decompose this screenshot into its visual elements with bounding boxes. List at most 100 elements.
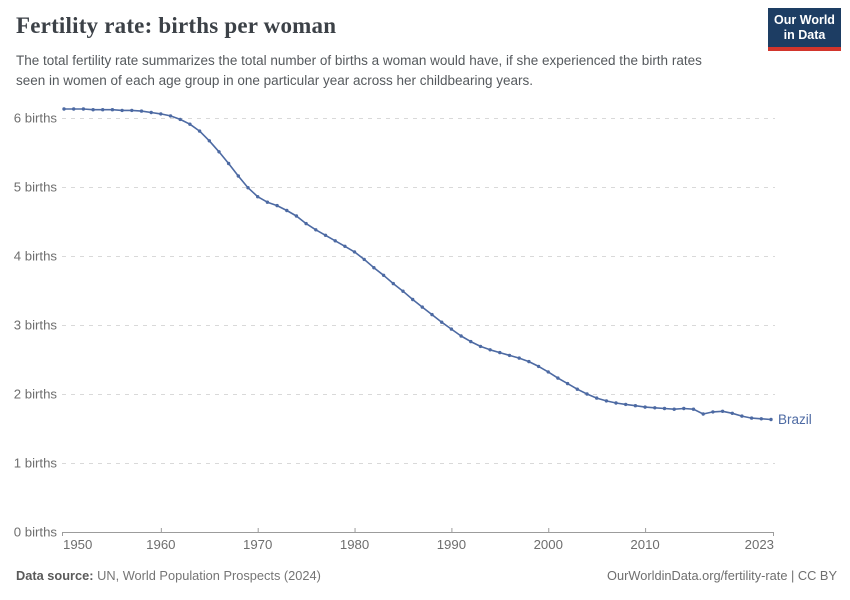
data-point[interactable] (120, 108, 124, 113)
data-point[interactable] (285, 208, 289, 213)
data-point[interactable] (430, 312, 434, 317)
data-point[interactable] (178, 117, 182, 122)
data-point[interactable] (769, 417, 773, 422)
chart-subtitle: The total fertility rate summarizes the … (16, 53, 702, 88)
data-point[interactable] (643, 405, 647, 409)
data-point[interactable] (294, 214, 299, 218)
data-point[interactable] (323, 233, 328, 237)
y-axis-tick-label: 5 births (14, 180, 58, 195)
data-point[interactable] (265, 200, 270, 204)
y-axis-tick-label: 3 births (14, 318, 58, 333)
data-point[interactable] (565, 381, 570, 386)
owid-logo-line2: in Data (783, 28, 826, 42)
data-point[interactable] (207, 139, 211, 143)
data-point[interactable] (217, 150, 221, 154)
y-axis-tick-label: 0 births (14, 525, 58, 540)
data-point[interactable] (101, 108, 105, 112)
data-point[interactable] (197, 129, 202, 133)
data-point[interactable] (72, 107, 76, 111)
data-point[interactable] (633, 404, 638, 408)
y-axis-tick-label: 1 births (14, 456, 58, 471)
x-axis-tick-label: 1960 (146, 537, 175, 552)
data-source-value: UN, World Population Prospects (2024) (97, 568, 321, 583)
data-point[interactable] (469, 339, 473, 344)
data-point[interactable] (546, 370, 550, 374)
data-point[interactable] (701, 412, 705, 416)
data-point[interactable] (478, 344, 483, 349)
line-series-brazil[interactable] (63, 108, 772, 421)
data-point[interactable] (372, 266, 376, 270)
data-point[interactable] (81, 107, 86, 111)
data-point[interactable] (110, 108, 115, 112)
data-point[interactable] (304, 221, 308, 226)
data-point[interactable] (604, 399, 609, 403)
data-point[interactable] (62, 107, 66, 111)
data-point[interactable] (682, 406, 686, 411)
data-point[interactable] (149, 110, 153, 115)
data-point[interactable] (411, 297, 415, 302)
x-axis-tick-label: 2023 (745, 537, 774, 552)
data-point[interactable] (662, 406, 667, 411)
data-point[interactable] (488, 348, 492, 352)
data-point[interactable] (595, 396, 599, 400)
data-point[interactable] (275, 203, 279, 208)
data-source-label: Data source: (16, 568, 94, 583)
data-point[interactable] (672, 407, 676, 411)
y-axis-tick-label: 4 births (14, 249, 58, 264)
data-point[interactable] (314, 228, 318, 232)
data-point[interactable] (575, 387, 579, 391)
x-axis-tick-label: 1990 (437, 537, 466, 552)
data-point[interactable] (188, 122, 192, 126)
owid-logo-line1: Our World (774, 13, 835, 27)
data-point[interactable] (226, 161, 231, 166)
data-point[interactable] (333, 239, 337, 243)
data-point[interactable] (401, 289, 405, 293)
data-point[interactable] (711, 410, 715, 414)
data-point[interactable] (256, 195, 260, 199)
data-point[interactable] (749, 416, 754, 420)
data-point[interactable] (556, 376, 560, 380)
owid-logo[interactable]: Our World in Data (768, 8, 841, 51)
data-point[interactable] (720, 409, 725, 413)
data-point[interactable] (624, 402, 628, 407)
data-point[interactable] (381, 273, 386, 277)
data-point[interactable] (159, 112, 163, 116)
data-point[interactable] (536, 364, 541, 369)
data-point[interactable] (459, 334, 463, 338)
footer-attribution-link[interactable]: OurWorldinData.org/fertility-rate | CC B… (607, 568, 837, 583)
y-axis-tick-label: 6 births (14, 111, 58, 126)
data-point[interactable] (691, 407, 696, 411)
data-point[interactable] (130, 108, 134, 113)
x-axis-tick-label: 1980 (340, 537, 369, 552)
data-point[interactable] (420, 305, 424, 309)
data-point[interactable] (730, 411, 734, 415)
data-point[interactable] (91, 108, 95, 112)
y-axis-tick-label: 2 births (14, 387, 58, 402)
data-point[interactable] (653, 406, 657, 410)
x-axis-tick-label: 1950 (63, 537, 92, 552)
data-point[interactable] (246, 186, 250, 190)
data-point[interactable] (440, 320, 444, 324)
data-point[interactable] (391, 281, 395, 286)
data-point[interactable] (449, 327, 454, 331)
data-point[interactable] (740, 414, 744, 418)
x-axis-tick-label: 1970 (243, 537, 272, 552)
data-point[interactable] (236, 174, 240, 178)
data-point[interactable] (614, 401, 618, 405)
data-point[interactable] (759, 417, 763, 421)
data-point[interactable] (585, 392, 589, 396)
data-point[interactable] (527, 359, 531, 364)
data-point[interactable] (139, 109, 144, 113)
data-point[interactable] (517, 356, 521, 360)
data-point[interactable] (168, 114, 173, 118)
data-point[interactable] (507, 353, 512, 358)
data-point[interactable] (362, 257, 366, 262)
data-point[interactable] (498, 350, 502, 355)
x-axis-tick-label: 2010 (630, 537, 659, 552)
page-title: Fertility rate: births per woman (16, 13, 337, 38)
data-point[interactable] (352, 250, 357, 254)
series-end-label[interactable]: Brazil (778, 412, 812, 427)
data-point[interactable] (343, 244, 347, 248)
